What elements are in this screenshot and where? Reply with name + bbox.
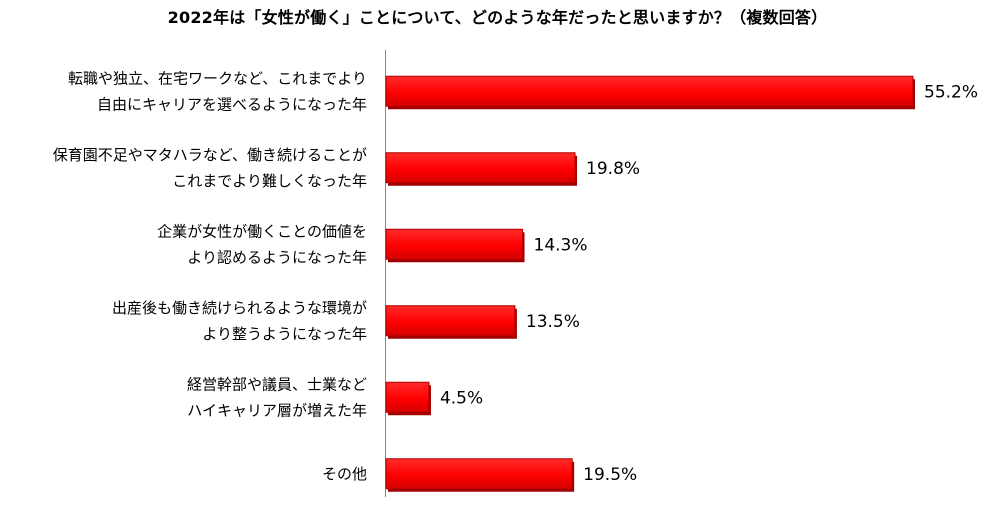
category-label: 経営幹部や議員、士業など (187, 375, 367, 393)
category-label: 出産後も働き続けられるような環境が (112, 299, 367, 317)
bar (385, 75, 914, 107)
bar-value-label: 13.5% (526, 312, 580, 332)
category-label: 企業が女性が働くことの価値を (157, 222, 367, 240)
bar-value-label: 55.2% (924, 82, 978, 102)
bar-value-label: 4.5% (440, 388, 483, 408)
bar-value-label: 14.3% (534, 235, 588, 255)
bar (385, 305, 516, 337)
category-label: これまでより難しくなった年 (172, 172, 367, 190)
category-label: ハイキャリア層が増えた年 (187, 401, 367, 419)
bar (385, 152, 576, 184)
category-label: その他 (322, 465, 367, 483)
category-label: 自由にキャリアを選べるようになった年 (97, 95, 367, 113)
bar-value-label: 19.8% (586, 159, 640, 179)
category-label: より整うようになった年 (202, 325, 367, 343)
category-label: 転職や独立、在宅ワークなど、これまでより (68, 69, 367, 87)
bar (385, 458, 573, 490)
bar (385, 381, 430, 413)
chart-title: 2022年は「女性が働く」ことについて、どのような年だったと思いますか？（複数回… (167, 8, 828, 27)
bar-value-label: 19.5% (583, 465, 637, 485)
category-label: より認めるようになった年 (187, 248, 367, 266)
category-label: 保育園不足やマタハラなど、働き続けることが (53, 146, 367, 164)
bar (385, 228, 524, 260)
